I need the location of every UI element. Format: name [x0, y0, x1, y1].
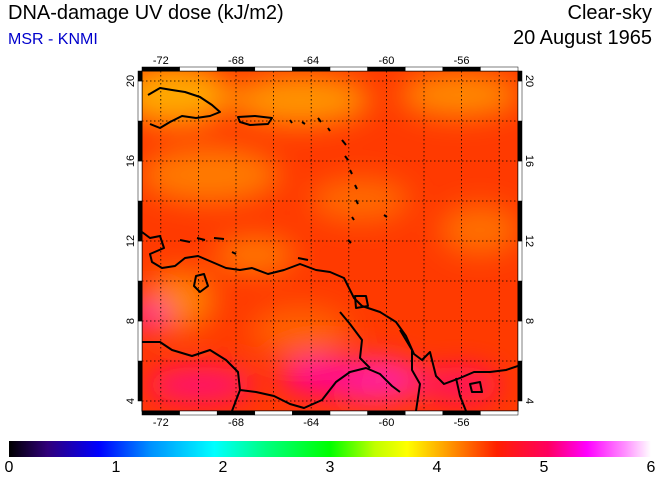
lat-tick-label: 20: [125, 75, 137, 87]
frame-segment: [137, 200, 143, 242]
condition-label: Clear-sky: [567, 2, 652, 24]
colorbar-tick-label: 6: [646, 459, 656, 476]
puerto-rico-coast: [237, 115, 273, 126]
lat-tick-label: 16: [125, 155, 137, 167]
venezuela-colombia-coast: [142, 231, 518, 385]
frame-segment: [141, 66, 180, 72]
frame-segment: [404, 410, 444, 416]
frame-segment: [292, 66, 331, 72]
source-label: MSR - KNMI: [8, 31, 98, 48]
lat-labels-left: 4 8 12 16 20: [125, 75, 137, 404]
frame-segment: [480, 410, 519, 416]
frame-segment: [141, 410, 180, 416]
lat-tick-label: 20: [523, 75, 535, 87]
lon-tick-label: -72: [153, 417, 169, 429]
lat-tick-label: 4: [523, 398, 535, 404]
venezuela-brazil-border: [239, 367, 401, 409]
frame-segment: [137, 320, 143, 362]
colorbar-tick-label: 2: [218, 459, 228, 476]
lat-labels-right: 4 8 12 16 20: [523, 75, 535, 404]
lon-tick-label: -64: [303, 417, 319, 429]
frame-segment: [517, 80, 523, 122]
colorbar-tick-label: 5: [539, 459, 549, 476]
lat-tick-label: 12: [523, 235, 535, 247]
aruba-curacao-islands: [179, 237, 309, 261]
suriname-reservoir: [469, 381, 483, 393]
lat-tick-label: 12: [125, 235, 137, 247]
lesser-antilles-islands: [289, 117, 388, 244]
uv-dose-map: -72 -68 -64 -60 -56 -72 -68 -64 -60 -56 4 8 12 16 20…: [125, 55, 535, 429]
lake-maracaibo: [193, 273, 209, 293]
frame-segment: [517, 280, 523, 322]
lon-labels-bottom: -72 -68 -64 -60 -56: [153, 417, 470, 429]
date-label: 20 August 1965: [512, 27, 652, 49]
frame-segment: [137, 280, 143, 322]
frame-segment: [254, 410, 293, 416]
lat-tick-label: 8: [125, 318, 137, 324]
frame-segment: [216, 66, 256, 72]
frame-segment: [137, 120, 143, 162]
frame-segment: [517, 200, 523, 242]
frame-segment: [292, 410, 331, 416]
frame-segment: [329, 66, 368, 72]
frame-segment: [329, 410, 368, 416]
frame-segment: [517, 120, 523, 162]
lat-tick-label: 8: [523, 318, 535, 324]
frame-segment: [404, 66, 444, 72]
frame-segment: [367, 410, 406, 416]
map-title: DNA-damage UV dose (kJ/m2): [8, 2, 284, 24]
frame-segment: [137, 360, 143, 402]
frame-segment: [254, 66, 293, 72]
lon-labels-top: -72 -68 -64 -60 -56: [153, 55, 470, 67]
colorbar-tick-label: 4: [432, 459, 442, 476]
frame-segment: [517, 360, 523, 402]
lat-tick-label: 4: [125, 398, 137, 404]
uv-field: [142, 71, 518, 411]
frame-segment: [442, 66, 481, 72]
lon-tick-label: -72: [153, 55, 169, 67]
frame-segment: [517, 240, 523, 282]
colorbar: [9, 441, 651, 457]
frame-segment: [179, 410, 218, 416]
frame-segment: [442, 410, 481, 416]
frame-segment: [517, 320, 523, 362]
lon-tick-label: -56: [454, 417, 470, 429]
lon-tick-label: -64: [303, 55, 319, 67]
lon-tick-label: -68: [228, 55, 244, 67]
frame-segment: [137, 70, 143, 82]
lon-tick-label: -68: [228, 417, 244, 429]
frame-segment: [517, 70, 523, 82]
graticule: [142, 71, 518, 411]
colorbar-tick-label: 3: [325, 459, 335, 476]
frame-segment: [367, 66, 406, 72]
colorbar-tick-label: 0: [4, 459, 14, 476]
lon-tick-label: -56: [454, 55, 470, 67]
colombia-border: [142, 341, 241, 411]
lat-tick-label: 16: [523, 155, 535, 167]
frame-segment: [137, 240, 143, 282]
frame-segment: [179, 66, 218, 72]
frame-segment: [480, 66, 519, 72]
frame-border: [137, 66, 523, 416]
frame-segment: [517, 160, 523, 202]
lon-tick-label: -60: [378, 417, 394, 429]
coastlines: [142, 87, 518, 411]
frame-segment: [216, 410, 256, 416]
colorbar-tick-label: 1: [111, 459, 121, 476]
frame-segment: [137, 160, 143, 202]
trinidad-coast: [354, 295, 369, 309]
lon-tick-label: -60: [378, 55, 394, 67]
hispaniola-coast: [147, 87, 221, 129]
frame-segment: [137, 80, 143, 122]
